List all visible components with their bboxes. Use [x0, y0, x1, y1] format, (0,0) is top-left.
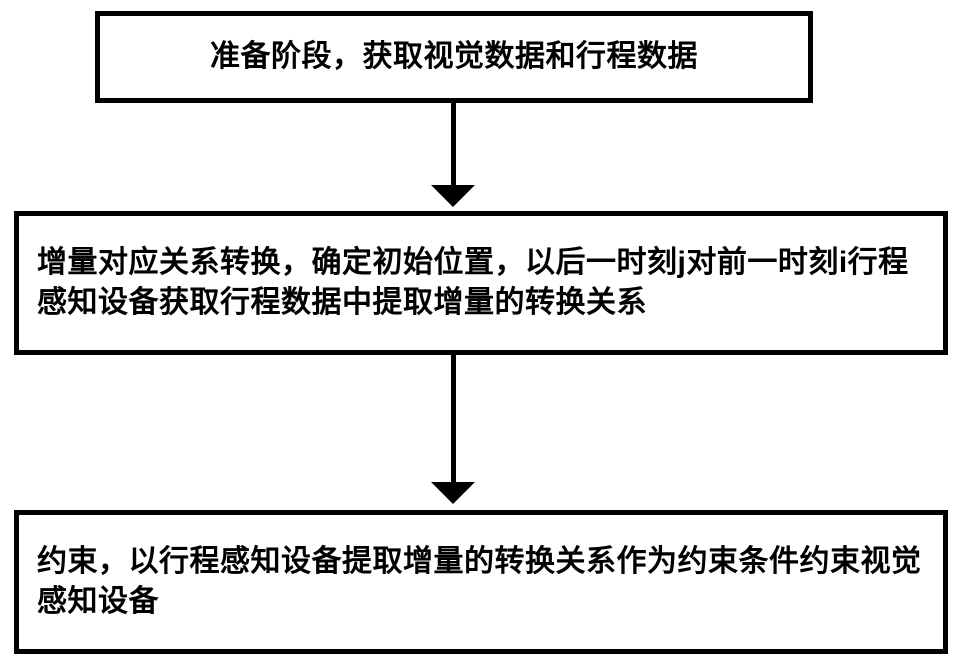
flow-node-box2: 增量对应关系转换，确定初始位置，以后一时刻j对前一时刻i行程感知设备获取行程数据… [14, 211, 948, 355]
flow-node-label: 准备阶段，获取视觉数据和行程数据 [100, 37, 808, 78]
flow-node-box1: 准备阶段，获取视觉数据和行程数据 [95, 11, 813, 103]
flow-node-box3: 约束，以行程感知设备提取增量的转换关系作为约束条件约束视觉感知设备 [14, 510, 948, 654]
flow-node-label: 增量对应关系转换，确定初始位置，以后一时刻j对前一时刻i行程感知设备获取行程数据… [19, 243, 943, 324]
flow-node-label: 约束，以行程感知设备提取增量的转换关系作为约束条件约束视觉感知设备 [19, 542, 943, 623]
arrow-down-icon [431, 482, 475, 504]
flow-edge-e1 [451, 103, 456, 186]
arrow-down-icon [431, 185, 475, 207]
flow-edge-e2 [451, 355, 456, 483]
flowchart-canvas: 准备阶段，获取视觉数据和行程数据增量对应关系转换，确定初始位置，以后一时刻j对前… [0, 0, 963, 667]
